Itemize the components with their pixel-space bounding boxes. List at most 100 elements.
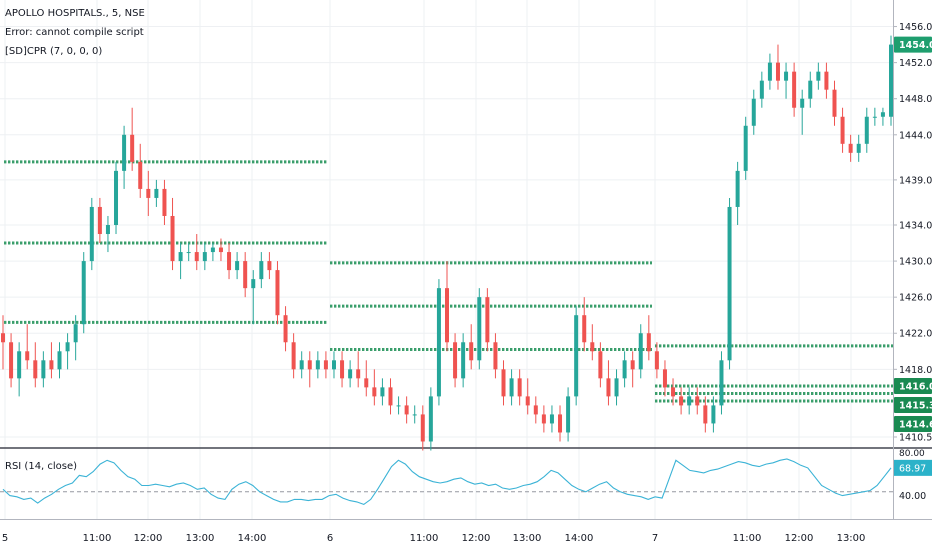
grid bbox=[0, 0, 893, 519]
candle-body bbox=[89, 206, 94, 262]
price-badge-label: 1414.60 bbox=[899, 420, 932, 431]
candle-body bbox=[800, 98, 805, 108]
candle-body bbox=[889, 44, 893, 117]
candle-body bbox=[57, 351, 62, 370]
rsi-tick: 40.00 bbox=[899, 491, 926, 502]
candle-body bbox=[9, 342, 14, 379]
candle-body bbox=[41, 360, 46, 379]
candle-body bbox=[784, 71, 789, 81]
price-tick-label: 1448.00 bbox=[899, 94, 932, 105]
candle-body bbox=[122, 134, 127, 171]
candle-body bbox=[348, 369, 353, 379]
candle-body bbox=[477, 297, 482, 361]
candle-body bbox=[856, 143, 861, 153]
candle-body bbox=[808, 80, 813, 99]
candle-body bbox=[178, 252, 183, 262]
candle-body bbox=[598, 351, 603, 379]
candle-body bbox=[622, 360, 627, 379]
price-badge-label: 1454.00 bbox=[899, 40, 932, 51]
candle-body bbox=[65, 342, 70, 352]
candle-body bbox=[549, 414, 554, 424]
candle-body bbox=[307, 360, 312, 370]
candle-body bbox=[243, 261, 248, 289]
time-tick-label: 14:00 bbox=[238, 533, 267, 544]
candle-body bbox=[687, 396, 692, 406]
time-tick-label: 13:00 bbox=[186, 533, 215, 544]
candle-body bbox=[428, 396, 433, 442]
candle-body bbox=[372, 387, 377, 397]
time-tick-label: 12:00 bbox=[134, 533, 163, 544]
candle-body bbox=[33, 360, 38, 379]
time-tick-label: 6 bbox=[327, 533, 333, 544]
candle-body bbox=[703, 405, 708, 424]
rsi-legend: RSI (14, close) bbox=[5, 461, 78, 472]
candle-body bbox=[227, 252, 232, 271]
candle-body bbox=[420, 414, 425, 442]
price-tick-label: 1439.00 bbox=[899, 175, 932, 186]
candle-body bbox=[735, 170, 740, 207]
candle-body bbox=[396, 405, 401, 407]
candle-body bbox=[525, 396, 530, 406]
candle-body bbox=[469, 342, 474, 361]
time-tick-label: 11:00 bbox=[410, 533, 439, 544]
candle-body bbox=[461, 342, 466, 379]
price-tick-label: 1410.50 bbox=[899, 432, 932, 443]
price-tick-label: 1430.00 bbox=[899, 257, 932, 268]
price-badge-label: 1415.30 bbox=[899, 401, 932, 412]
time-tick-label: 13:00 bbox=[513, 533, 542, 544]
candle-body bbox=[146, 188, 151, 198]
candle-body bbox=[509, 378, 514, 397]
candle-body bbox=[767, 62, 772, 81]
rsi-line bbox=[2, 458, 892, 506]
price-badge bbox=[894, 397, 932, 413]
legend-error: Error: cannot compile script bbox=[5, 27, 144, 38]
candle-body bbox=[501, 369, 506, 397]
candle-body bbox=[331, 360, 336, 370]
candle-body bbox=[840, 116, 845, 144]
candle-body bbox=[412, 414, 417, 416]
candle-body bbox=[130, 134, 135, 162]
candle-body bbox=[679, 396, 684, 406]
candle-body bbox=[759, 80, 764, 99]
candle-body bbox=[654, 351, 659, 370]
candle-body bbox=[194, 252, 199, 262]
candle-body bbox=[533, 405, 538, 415]
candle-body bbox=[73, 324, 78, 343]
candle-body bbox=[574, 315, 579, 397]
candle-body bbox=[315, 360, 320, 370]
candle-body bbox=[17, 351, 22, 379]
candle-body bbox=[719, 360, 724, 406]
candle-body bbox=[291, 342, 296, 370]
candle-body bbox=[775, 62, 780, 81]
candle-body bbox=[590, 342, 595, 352]
candle-body bbox=[751, 98, 756, 126]
price-tick-label: 1456.00 bbox=[899, 22, 932, 33]
price-tick-label: 1426.00 bbox=[899, 293, 932, 304]
candle-body bbox=[880, 112, 885, 117]
candle-body bbox=[743, 125, 748, 171]
candle-body bbox=[638, 333, 643, 370]
rsi-top-tick: 80.00 bbox=[899, 449, 925, 459]
price-badge bbox=[894, 378, 932, 394]
candle-body bbox=[671, 387, 676, 397]
time-tick-label: 12:00 bbox=[462, 533, 491, 544]
candle-body bbox=[558, 414, 563, 433]
candle-body bbox=[792, 71, 797, 108]
candle-body bbox=[1, 333, 5, 343]
candle-body bbox=[824, 71, 829, 90]
candle-body bbox=[541, 414, 546, 424]
candle-body bbox=[662, 369, 667, 388]
candle-body bbox=[445, 288, 449, 343]
time-tick-label: 5 bbox=[2, 533, 8, 544]
price-badge bbox=[894, 416, 932, 432]
rsi-badge bbox=[894, 459, 932, 476]
candle-body bbox=[485, 297, 490, 343]
candles bbox=[1, 35, 893, 451]
candle-body bbox=[646, 333, 651, 352]
candle-body bbox=[210, 247, 215, 253]
cpr-levels bbox=[4, 160, 893, 403]
candle-body bbox=[114, 170, 119, 225]
price-badge bbox=[894, 36, 932, 53]
